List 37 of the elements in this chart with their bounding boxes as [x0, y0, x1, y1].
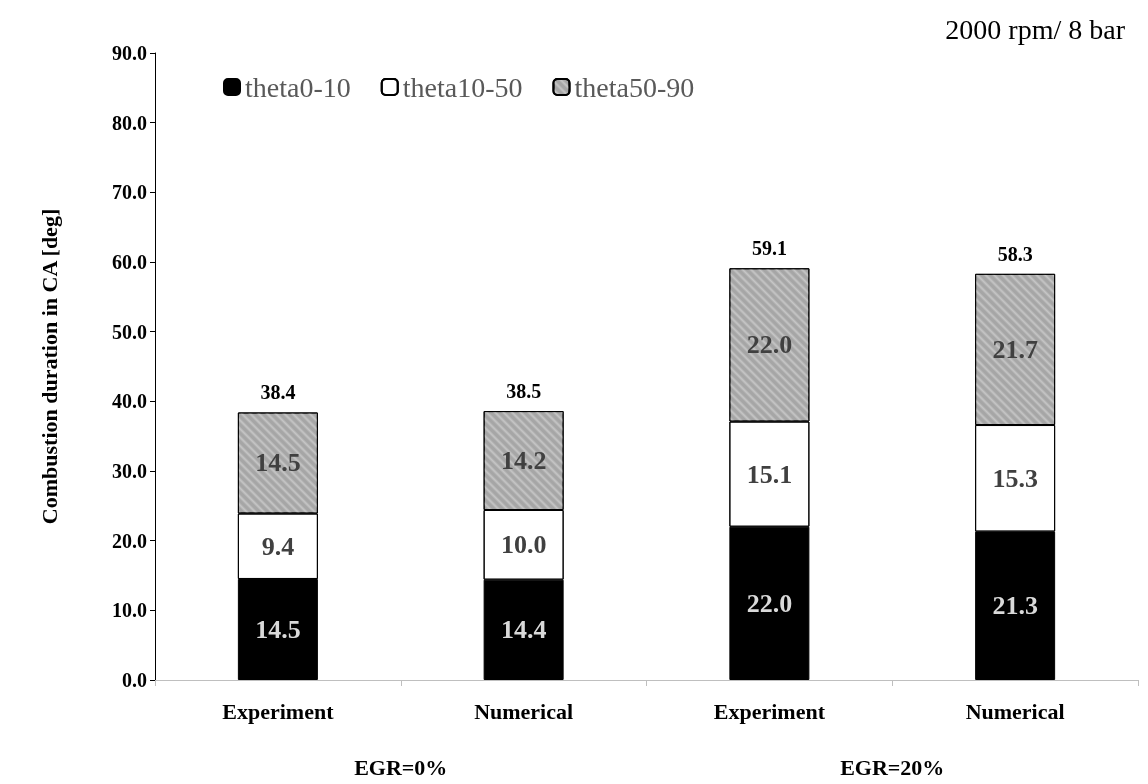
- data-label: 15.3: [992, 463, 1038, 493]
- data-label: 10.0: [500, 530, 547, 560]
- data-label: 21.7: [992, 334, 1038, 364]
- x-tick-label: Experiment: [222, 698, 335, 724]
- y-tick-label: 60.0: [112, 251, 147, 273]
- legend-label: theta0-10: [245, 71, 351, 103]
- x-tick-label: Numerical: [965, 698, 1065, 724]
- data-label: 14.4: [500, 615, 547, 645]
- y-tick-label: 80.0: [112, 111, 147, 134]
- data-label: 14.5: [255, 614, 301, 644]
- total-label: 59.1: [751, 237, 787, 260]
- y-tick-label: 90.0: [112, 42, 147, 64]
- total-label: 58.3: [997, 242, 1033, 265]
- legend-label: theta50-90: [574, 71, 695, 103]
- total-label: 38.5: [506, 380, 542, 403]
- data-label: 9.4: [261, 531, 295, 561]
- data-label: 15.1: [746, 459, 793, 489]
- y-tick-label: 30.0: [112, 460, 147, 482]
- data-label: 22.0: [746, 588, 793, 618]
- x-tick-label: Experiment: [713, 698, 826, 724]
- y-tick-label: 0.0: [122, 669, 147, 691]
- data-label: 14.2: [500, 446, 547, 476]
- total-label: 38.4: [260, 381, 296, 404]
- y-tick-label: 40.0: [112, 390, 147, 413]
- y-tick-label: 70.0: [112, 181, 147, 204]
- text: EGR=20%: [840, 754, 945, 780]
- y-tick-label: 10.0: [112, 599, 147, 622]
- chart-title: 2000 rpm/ 8 bar: [945, 13, 1126, 45]
- y-axis-title: Combustion duration in CA [deg]: [36, 208, 62, 525]
- legend-label: theta10-50: [402, 71, 523, 103]
- data-label: 14.5: [255, 448, 301, 478]
- data-label: 21.3: [992, 591, 1038, 621]
- y-tick-label: 50.0: [112, 320, 147, 343]
- y-tick-label: 20.0: [112, 529, 147, 552]
- data-label: 22.0: [746, 330, 793, 360]
- text: EGR=0%: [354, 754, 448, 780]
- x-tick-label: Numerical: [474, 698, 574, 724]
